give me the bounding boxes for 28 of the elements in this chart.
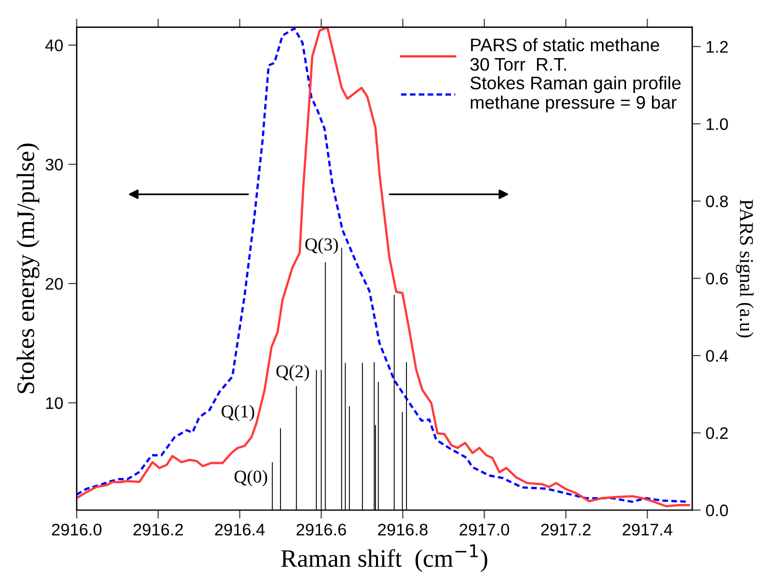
x-tick-label: 2916.4 <box>215 524 265 536</box>
y-axis-title: Stokes energy (mJ/pulse) <box>16 144 40 394</box>
y2-tick-label: 0.2 <box>706 427 728 440</box>
x-tick-label: 2917.4 <box>622 524 672 536</box>
x-tick-label: 2916.2 <box>134 524 183 536</box>
annotation: Q(2) <box>276 364 309 382</box>
y2-tick-label: 0.8 <box>706 195 728 208</box>
y-tick-label: 20 <box>46 278 63 290</box>
y2-tick-label: 1.0 <box>706 118 728 130</box>
y2-tick-label: 0.0 <box>706 504 728 516</box>
x-tick-label: 2916.8 <box>378 524 428 536</box>
y2-tick-label: 0.6 <box>706 272 728 285</box>
annotation: Q(1) <box>222 404 254 422</box>
y2-tick-label: 1.2 <box>706 40 728 53</box>
y-tick-label: 30 <box>46 158 63 171</box>
legend-label: Stokes Raman gain profile methane pressure = 9 bar <box>470 76 681 112</box>
x-tick-label: 2916.0 <box>52 524 102 536</box>
annotation: Q(0) <box>234 470 268 486</box>
y-tick-label: 10 <box>46 397 63 409</box>
x-tick-label: 2916.6 <box>296 524 346 536</box>
y2-axis-title: PARS signal (a.u) <box>736 200 754 338</box>
x-tick-label: 2917.0 <box>460 524 510 536</box>
legend-label: PARS of static methane 30 Torr R.T. <box>470 38 660 71</box>
annotation: Q(3) <box>305 238 338 254</box>
x-tick-label: 2917.2 <box>541 524 590 536</box>
y-tick-label: 40 <box>45 40 63 52</box>
y2-tick-label: 0.4 <box>706 350 728 362</box>
x-axis-title: Raman shift (cm$^{−1}$) <box>281 544 488 572</box>
